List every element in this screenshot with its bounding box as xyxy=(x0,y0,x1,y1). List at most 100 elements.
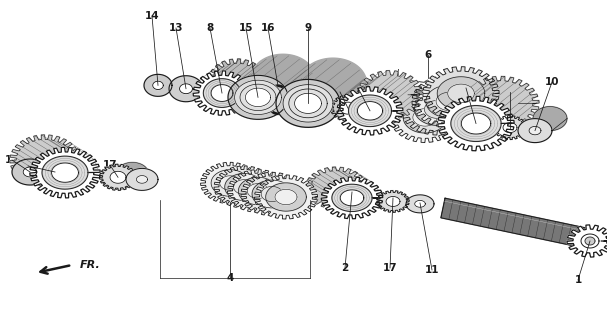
Polygon shape xyxy=(169,76,203,102)
Polygon shape xyxy=(401,84,473,135)
Polygon shape xyxy=(461,113,490,134)
Polygon shape xyxy=(424,100,450,118)
Text: 17: 17 xyxy=(382,263,398,273)
Polygon shape xyxy=(211,170,249,196)
Polygon shape xyxy=(126,168,158,190)
Polygon shape xyxy=(377,191,409,212)
Polygon shape xyxy=(240,84,276,110)
Polygon shape xyxy=(276,79,340,127)
Polygon shape xyxy=(581,234,599,248)
Polygon shape xyxy=(220,176,240,190)
Polygon shape xyxy=(180,84,192,94)
Polygon shape xyxy=(299,58,367,108)
Polygon shape xyxy=(112,173,124,182)
Polygon shape xyxy=(211,85,233,101)
Polygon shape xyxy=(117,163,148,184)
Polygon shape xyxy=(248,184,269,198)
Text: 7: 7 xyxy=(354,83,362,93)
Polygon shape xyxy=(214,166,274,208)
Polygon shape xyxy=(533,107,567,131)
Polygon shape xyxy=(451,106,501,141)
Polygon shape xyxy=(241,172,303,216)
Polygon shape xyxy=(10,135,80,185)
Polygon shape xyxy=(357,71,423,119)
Polygon shape xyxy=(413,109,437,126)
Polygon shape xyxy=(493,116,526,140)
Polygon shape xyxy=(294,93,322,113)
Polygon shape xyxy=(203,79,241,108)
Polygon shape xyxy=(239,177,277,205)
Polygon shape xyxy=(412,75,486,128)
Polygon shape xyxy=(403,102,447,133)
Polygon shape xyxy=(305,167,367,209)
Polygon shape xyxy=(386,196,400,206)
Text: 15: 15 xyxy=(239,23,253,33)
Text: 17: 17 xyxy=(103,160,117,170)
Polygon shape xyxy=(12,159,48,185)
Text: 3: 3 xyxy=(24,161,32,171)
Polygon shape xyxy=(234,80,282,115)
Text: 11: 11 xyxy=(425,265,439,275)
Polygon shape xyxy=(341,190,364,206)
Text: 16: 16 xyxy=(261,23,275,33)
Polygon shape xyxy=(358,101,382,120)
Polygon shape xyxy=(200,162,259,204)
Polygon shape xyxy=(321,177,383,219)
Polygon shape xyxy=(153,81,163,90)
Polygon shape xyxy=(503,123,517,132)
Text: 13: 13 xyxy=(169,23,183,33)
Polygon shape xyxy=(228,170,288,212)
Polygon shape xyxy=(228,76,288,119)
Text: 12: 12 xyxy=(5,155,19,165)
Polygon shape xyxy=(193,71,251,115)
Polygon shape xyxy=(251,54,314,100)
Polygon shape xyxy=(426,85,472,118)
Polygon shape xyxy=(390,92,460,142)
Text: 10: 10 xyxy=(544,77,559,87)
Polygon shape xyxy=(144,74,172,96)
Polygon shape xyxy=(266,183,307,211)
Polygon shape xyxy=(415,200,426,207)
Polygon shape xyxy=(137,176,148,183)
Polygon shape xyxy=(42,156,88,189)
Text: 10: 10 xyxy=(133,173,148,183)
Polygon shape xyxy=(245,88,271,107)
Polygon shape xyxy=(340,102,356,114)
Polygon shape xyxy=(348,95,392,127)
Text: 17: 17 xyxy=(333,87,347,97)
Polygon shape xyxy=(437,77,485,110)
Polygon shape xyxy=(567,225,607,257)
Polygon shape xyxy=(337,87,403,135)
Polygon shape xyxy=(52,163,78,182)
Text: 2: 2 xyxy=(341,263,348,273)
Polygon shape xyxy=(100,164,137,190)
Text: FR.: FR. xyxy=(80,260,101,270)
Polygon shape xyxy=(261,187,283,202)
Text: 5: 5 xyxy=(463,83,470,93)
Polygon shape xyxy=(252,180,292,208)
Polygon shape xyxy=(289,89,327,118)
Polygon shape xyxy=(463,76,539,131)
Polygon shape xyxy=(23,167,37,177)
Polygon shape xyxy=(225,173,263,201)
Text: 8: 8 xyxy=(206,23,214,33)
Polygon shape xyxy=(585,237,595,245)
Text: 1: 1 xyxy=(574,275,582,285)
Polygon shape xyxy=(234,180,254,194)
Text: 4: 4 xyxy=(226,273,234,283)
Polygon shape xyxy=(283,85,333,122)
Polygon shape xyxy=(101,165,135,189)
Polygon shape xyxy=(448,84,474,103)
Polygon shape xyxy=(254,175,317,219)
Polygon shape xyxy=(406,195,434,213)
Polygon shape xyxy=(30,147,100,198)
Polygon shape xyxy=(110,171,126,183)
Polygon shape xyxy=(415,93,459,125)
Polygon shape xyxy=(331,95,365,121)
Text: 9: 9 xyxy=(305,23,311,33)
Polygon shape xyxy=(332,184,372,212)
Polygon shape xyxy=(208,59,266,103)
Polygon shape xyxy=(518,119,552,143)
Polygon shape xyxy=(423,67,499,120)
Polygon shape xyxy=(441,198,587,248)
